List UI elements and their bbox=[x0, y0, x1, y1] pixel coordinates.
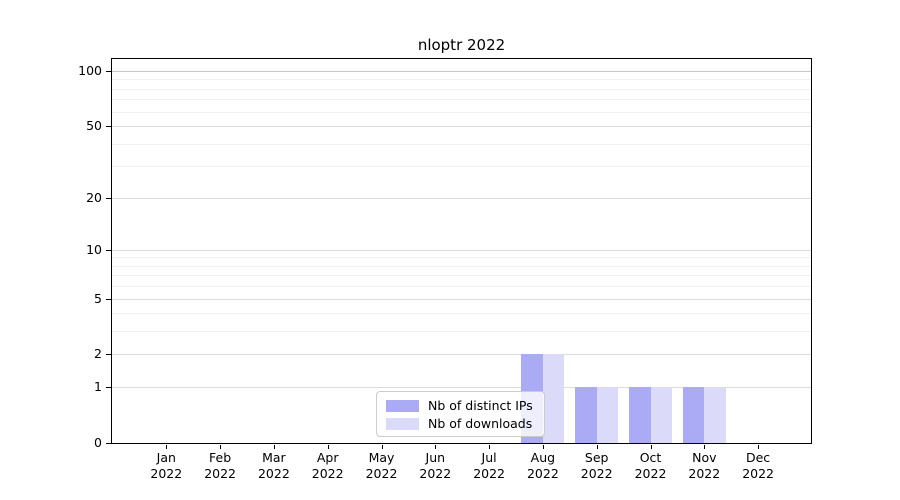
x-tick-mark bbox=[166, 444, 168, 449]
x-tick-mark bbox=[327, 444, 329, 449]
x-tick-mark bbox=[489, 444, 491, 449]
x-tick-label: Nov 2022 bbox=[688, 449, 721, 481]
x-tick-mark bbox=[542, 444, 544, 449]
legend-swatch-distinct-ips-icon bbox=[386, 400, 419, 412]
y-tick-label: 10 bbox=[86, 241, 102, 257]
x-tick-mark bbox=[381, 444, 383, 449]
minor-gridline bbox=[112, 166, 811, 168]
x-tick-label: Dec 2022 bbox=[742, 449, 774, 481]
x-tick-mark bbox=[704, 444, 706, 449]
minor-gridline bbox=[112, 99, 811, 101]
minor-gridline bbox=[112, 331, 811, 333]
minor-gridline bbox=[112, 313, 811, 315]
y-tick-mark bbox=[106, 126, 111, 128]
minor-gridline bbox=[112, 143, 811, 145]
minor-gridline bbox=[112, 88, 811, 90]
legend: Nb of distinct IPs Nb of downloads bbox=[376, 391, 545, 437]
y-tick-label: 50 bbox=[86, 118, 102, 134]
x-tick-label: Oct 2022 bbox=[634, 449, 667, 481]
legend-label-distinct-ips: Nb of distinct IPs bbox=[428, 398, 533, 413]
x-tick-label: May 2022 bbox=[365, 449, 398, 481]
x-tick-label: Jul 2022 bbox=[473, 449, 505, 481]
x-tick-mark bbox=[596, 444, 598, 449]
bar-distinct-ips-oct bbox=[629, 387, 651, 443]
x-tick-label: Aug 2022 bbox=[526, 449, 559, 481]
minor-gridline bbox=[112, 257, 811, 259]
y-tick-mark bbox=[106, 197, 111, 199]
y-tick-label: 5 bbox=[94, 290, 102, 306]
major-gridline bbox=[112, 354, 811, 356]
major-gridline bbox=[112, 387, 811, 389]
y-tick-label: 2 bbox=[94, 346, 102, 362]
legend-item-downloads: Nb of downloads bbox=[386, 415, 535, 433]
bar-downloads-aug bbox=[542, 354, 565, 443]
bar-downloads-oct bbox=[650, 387, 672, 443]
legend-item-distinct-ips: Nb of distinct IPs bbox=[386, 397, 535, 415]
x-tick-mark bbox=[435, 444, 437, 449]
y-tick-label: 0 bbox=[94, 435, 102, 450]
x-tick-label: Sep 2022 bbox=[580, 449, 613, 481]
y-tick-label: 20 bbox=[86, 189, 102, 205]
minor-gridline bbox=[112, 79, 811, 81]
bar-distinct-ips-nov bbox=[682, 387, 705, 443]
chart-title: nloptr 2022 bbox=[417, 36, 506, 54]
major-gridline bbox=[112, 71, 811, 73]
minor-gridline bbox=[112, 275, 811, 277]
x-tick-mark bbox=[273, 444, 275, 449]
y-tick-mark bbox=[106, 354, 111, 356]
minor-gridline bbox=[112, 286, 811, 288]
x-tick-mark bbox=[650, 444, 652, 449]
legend-label-downloads: Nb of downloads bbox=[428, 416, 533, 431]
x-tick-mark bbox=[758, 444, 760, 449]
y-tick-mark bbox=[106, 387, 111, 389]
legend-swatch-downloads-icon bbox=[386, 418, 419, 430]
x-tick-label: Jun 2022 bbox=[419, 449, 452, 481]
major-gridline bbox=[112, 126, 811, 128]
x-tick-mark bbox=[220, 444, 222, 449]
minor-gridline bbox=[112, 265, 811, 267]
y-tick-mark bbox=[106, 443, 111, 444]
major-gridline bbox=[112, 197, 811, 199]
y-tick-mark bbox=[106, 249, 111, 251]
x-tick-label: Mar 2022 bbox=[257, 449, 290, 481]
x-tick-label: Apr 2022 bbox=[311, 449, 344, 481]
y-tick-mark bbox=[106, 71, 111, 73]
major-gridline bbox=[112, 298, 811, 300]
bar-distinct-ips-sep bbox=[575, 387, 597, 443]
bar-downloads-nov bbox=[704, 387, 726, 443]
x-tick-label: Jan 2022 bbox=[150, 449, 183, 481]
minor-gridline bbox=[112, 111, 811, 113]
x-tick-label: Feb 2022 bbox=[204, 449, 236, 481]
bar-downloads-sep bbox=[596, 387, 619, 443]
y-tick-label: 100 bbox=[78, 63, 102, 79]
y-tick-mark bbox=[106, 298, 111, 300]
plot-area: Jan 2022 Feb 2022 Mar 2022 Apr 2022 May 2022… bbox=[78, 57, 812, 481]
y-tick-label: 1 bbox=[94, 379, 102, 395]
major-gridline bbox=[112, 249, 811, 251]
